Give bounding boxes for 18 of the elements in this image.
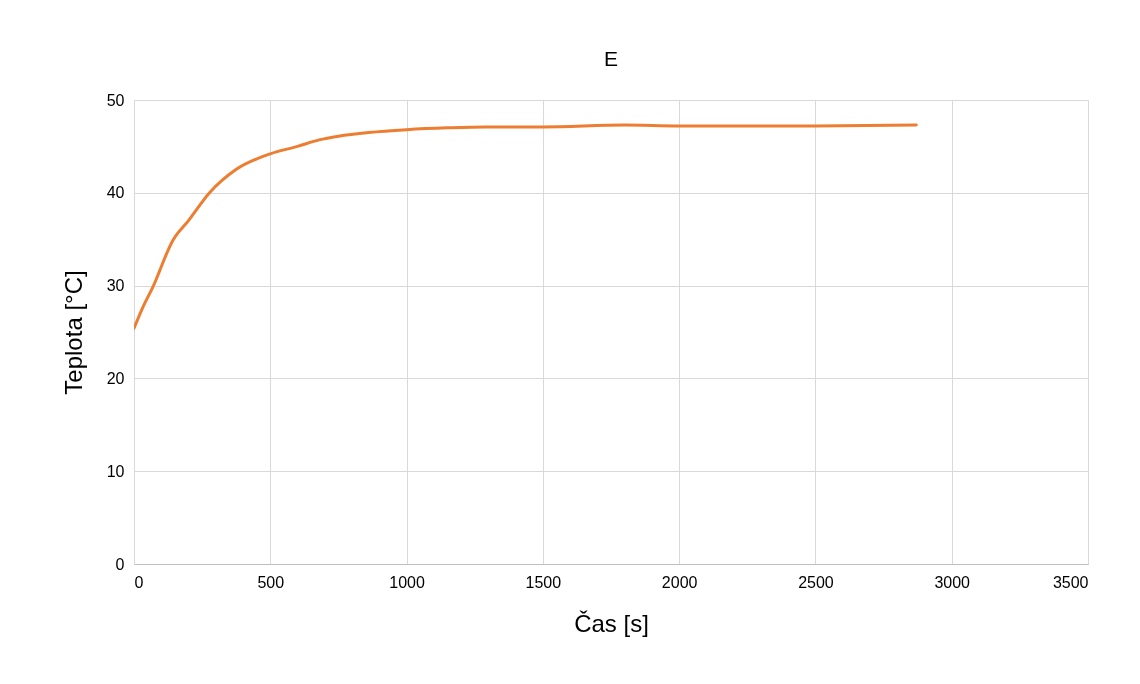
x-tick-label: 0 — [134, 573, 144, 591]
y-tick-label: 40 — [106, 184, 125, 202]
x-tick-label: 1000 — [389, 573, 425, 591]
x-tick-label: 3000 — [934, 573, 971, 591]
line-series — [134, 123, 918, 330]
x-axis-title: Čas [s] — [574, 609, 649, 637]
x-tick-label: 2500 — [798, 573, 834, 591]
y-axis-title: Teplota [°C] — [59, 270, 87, 395]
x-tick-label: 1500 — [525, 573, 562, 591]
x-tick-label: 2000 — [661, 573, 698, 591]
y-tick-label: 30 — [106, 277, 125, 295]
x-tick-label: 3500 — [1052, 573, 1089, 591]
y-tick-label: 0 — [115, 555, 125, 573]
y-tick-label: 50 — [106, 91, 125, 109]
chart-title: E — [603, 47, 619, 70]
x-tick-label: 500 — [257, 573, 285, 591]
y-tick-label: 20 — [106, 369, 125, 387]
y-tick-label: 10 — [106, 462, 125, 480]
